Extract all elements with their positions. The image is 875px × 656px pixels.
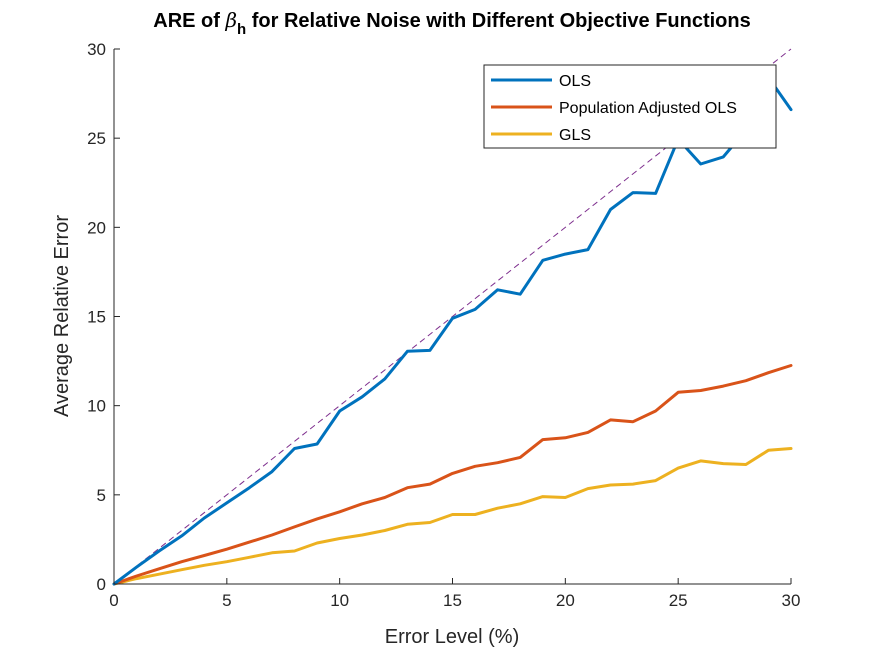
y-tick-label: 30 <box>87 40 106 59</box>
y-tick-label: 5 <box>97 486 106 505</box>
title-prefix: ARE of <box>153 10 225 32</box>
x-tick-label: 30 <box>782 591 801 610</box>
title-subscript: h <box>237 21 246 38</box>
y-tick-label: 15 <box>87 308 106 327</box>
y-axis-label: Average Relative Error <box>51 215 73 417</box>
title-symbol: β <box>224 8 237 32</box>
x-tick-label: 10 <box>330 591 349 610</box>
reference-line <box>113 48 792 585</box>
legend-label: OLS <box>559 73 591 90</box>
x-tick-label: 0 <box>109 591 118 610</box>
x-tick-label: 25 <box>669 591 688 610</box>
series-line-gls <box>112 447 793 586</box>
chart-title: ARE of βh for Relative Noise with Differ… <box>153 8 750 38</box>
y-tick-label: 0 <box>97 575 106 594</box>
series-line-population-adjusted-ols <box>112 364 793 586</box>
x-axis-label: Error Level (%) <box>385 626 519 648</box>
legend-label: GLS <box>559 127 591 144</box>
title-suffix: for Relative Noise with Different Object… <box>246 10 751 32</box>
x-tick-label: 5 <box>222 591 231 610</box>
y-tick-label: 25 <box>87 129 106 148</box>
y-tick-label: 10 <box>87 397 106 416</box>
x-tick-label: 15 <box>443 591 462 610</box>
legend: OLS Population Adjusted OLS GLS <box>483 64 777 149</box>
legend-label: Population Adjusted OLS <box>559 100 737 117</box>
x-tick-label: 20 <box>556 591 575 610</box>
y-tick-label: 20 <box>87 218 106 237</box>
axis-ticks: 0 5 10 15 20 25 30 0 5 10 15 20 25 30 <box>87 40 800 610</box>
